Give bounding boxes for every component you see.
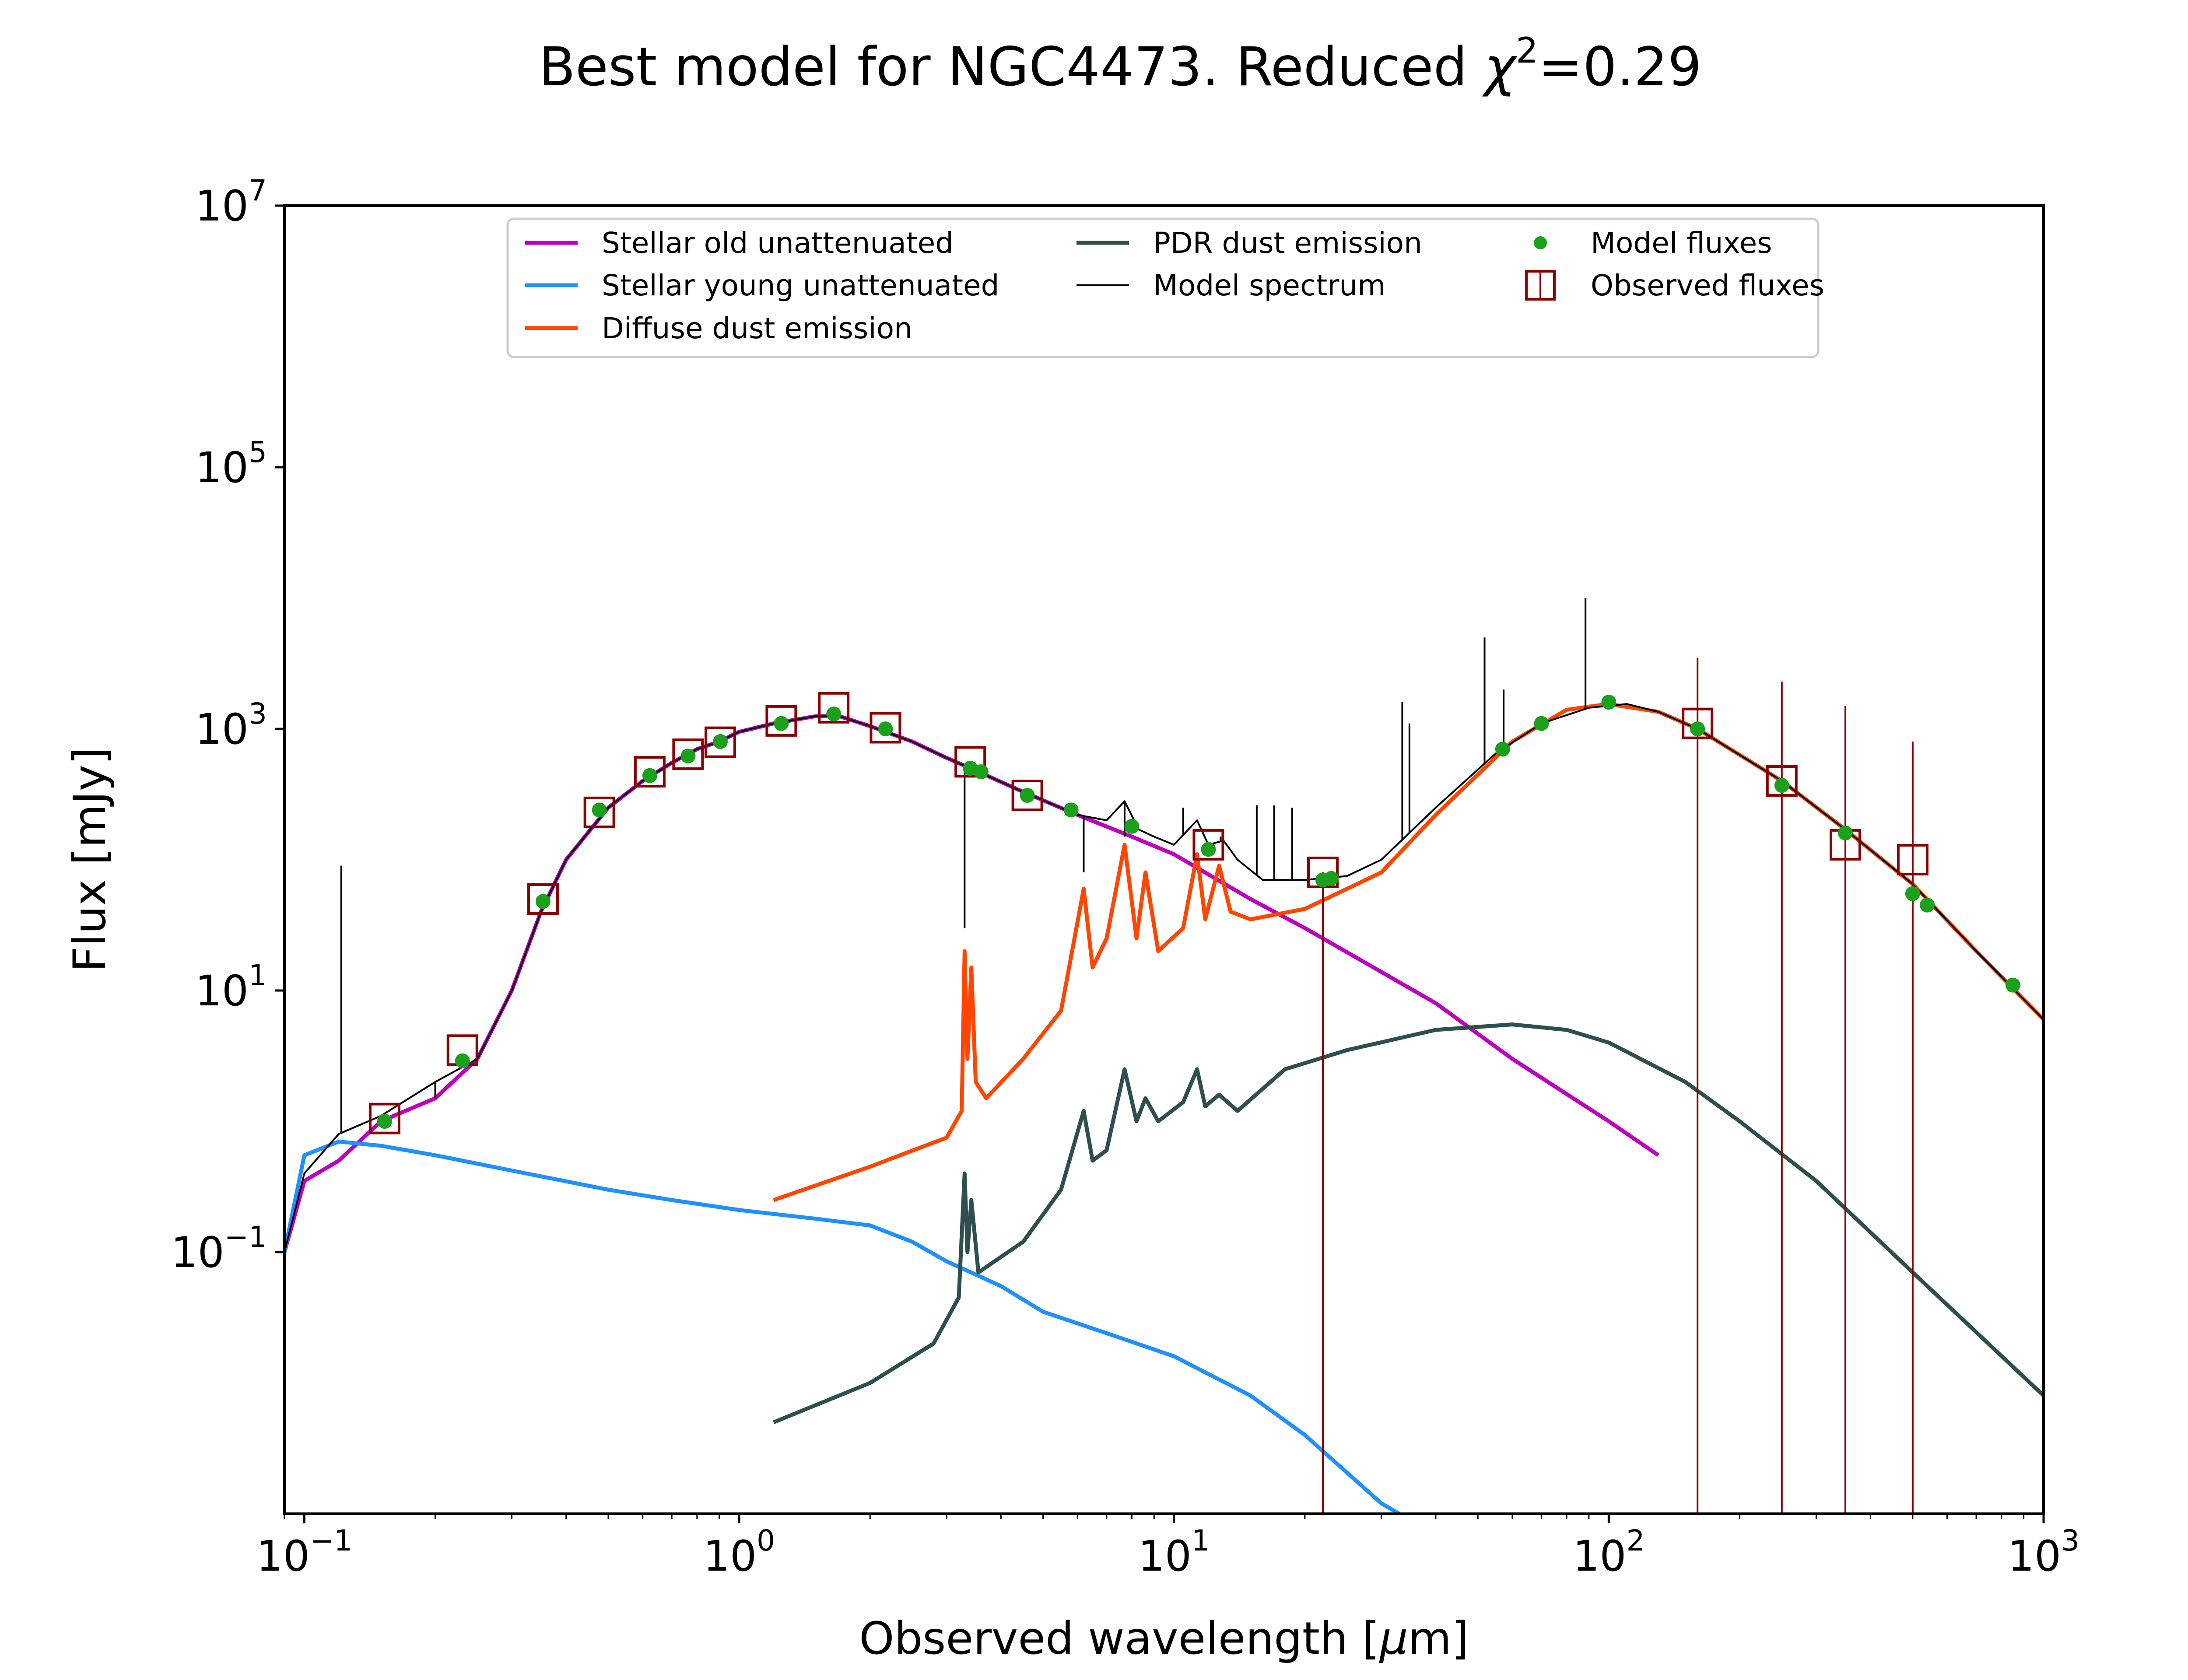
x-tick-label: 102 xyxy=(1573,1524,1645,1581)
x-tick-label: 101 xyxy=(1138,1524,1210,1581)
observed-flux-marker-8 xyxy=(818,692,850,724)
model-flux-point-4 xyxy=(642,768,657,783)
model-flux-point-20 xyxy=(1601,694,1616,710)
model-flux-point-0 xyxy=(377,1114,392,1129)
legend-entry-pdr-dust-emission: PDR dust emission xyxy=(1076,226,1422,260)
legend-entry-stellar-old-unattenuated: Stellar old unattenuated xyxy=(525,226,954,260)
observed-flux-marker-0 xyxy=(368,1102,400,1134)
y-axis-ticks: 10−1 101 103 105 107 xyxy=(171,174,284,1277)
model-flux-point-18 xyxy=(1495,742,1510,757)
series-line-stellar-young-unattenuated xyxy=(284,1139,1401,1514)
legend-entry-model-spectrum: Model spectrum xyxy=(1076,269,1385,302)
legend-entry-observed-fluxes: Observed fluxes xyxy=(1525,269,1824,302)
observed-flux-marker-6 xyxy=(705,726,736,758)
x-tick-label: 100 xyxy=(703,1524,775,1581)
plot-frame xyxy=(283,204,2045,1515)
observed-flux-marker-7 xyxy=(765,705,797,737)
model-flux-point-17 xyxy=(1324,871,1339,886)
series-line-model-spectrum xyxy=(284,703,2044,1253)
legend-label-stellar-old-unattenuated: Stellar old unattenuated xyxy=(602,226,954,260)
y-tick-label: 10−1 xyxy=(171,1220,267,1277)
model-flux-point-2 xyxy=(535,894,551,909)
observed-flux-marker-15 xyxy=(1766,765,1798,797)
model-flux-point-21 xyxy=(1690,721,1705,736)
model-flux-point-23 xyxy=(1837,825,1853,840)
model-flux-point-26 xyxy=(2005,977,2020,993)
y-tick-label: 101 xyxy=(195,959,267,1015)
model-flux-point-24 xyxy=(1905,886,1920,901)
model-flux-point-13 xyxy=(1063,802,1079,818)
legend-label-diffuse-dust-emission: Diffuse dust emission xyxy=(602,312,912,345)
x-axis-label: Observed wavelength [μm] xyxy=(859,1613,1469,1665)
legend-label-pdr-dust-emission: PDR dust emission xyxy=(1153,226,1422,260)
legend-entry-diffuse-dust-emission: Diffuse dust emission xyxy=(525,312,912,345)
y-tick-label: 103 xyxy=(195,697,267,754)
observed-flux-marker-12 xyxy=(1192,829,1224,861)
legend: Stellar old unattenuated Stellar young un… xyxy=(506,217,1824,358)
chart-title: Best model for NGC4473. Reduced χ2=0.29 xyxy=(539,30,1702,98)
legend-entry-stellar-young-unattenuated: Stellar young unattenuated xyxy=(525,269,999,302)
x-tick-label: 10−1 xyxy=(256,1524,352,1581)
model-flux-point-11 xyxy=(973,764,989,780)
observed-flux-marker-2 xyxy=(527,883,559,915)
x-axis-ticks: 10−1 100 101 102 103 xyxy=(256,1514,2079,1581)
model-flux-point-25 xyxy=(1920,897,1935,913)
y-tick-label: 107 xyxy=(195,174,267,231)
model-flux-point-15 xyxy=(1201,842,1216,857)
observed-flux-marker-9 xyxy=(870,712,901,744)
series-line-pdr-dust-emission xyxy=(773,1022,2044,1424)
model-flux-point-12 xyxy=(1020,788,1035,803)
legend-entry-model-fluxes: Model fluxes xyxy=(1534,226,1772,260)
legend-swatch-model-fluxes xyxy=(1534,236,1547,249)
model-flux-point-1 xyxy=(455,1053,470,1068)
model-flux-point-5 xyxy=(680,749,696,764)
legend-frame xyxy=(506,217,1820,358)
legend-label-model-spectrum: Model spectrum xyxy=(1153,269,1385,302)
observed-flux-marker-11 xyxy=(1011,780,1043,812)
observed-flux-marker-17 xyxy=(1897,844,1929,875)
observed-flux-marker-14 xyxy=(1682,707,1714,739)
model-flux-point-6 xyxy=(713,734,728,749)
legend-label-model-fluxes: Model fluxes xyxy=(1591,226,1772,260)
model-flux-point-19 xyxy=(1534,716,1549,731)
observed-flux-marker-10 xyxy=(954,746,986,778)
model-flux-point-8 xyxy=(826,706,842,721)
model-flux-point-22 xyxy=(1774,778,1789,793)
legend-label-stellar-young-unattenuated: Stellar young unattenuated xyxy=(602,269,999,302)
y-tick-label: 105 xyxy=(195,435,267,492)
y-axis-label: Flux [mJy] xyxy=(64,747,116,972)
model-flux-point-7 xyxy=(774,716,789,731)
observed-flux-marker-4 xyxy=(634,756,666,788)
x-tick-label: 103 xyxy=(2008,1524,2079,1581)
observed-flux-marker-5 xyxy=(672,738,704,770)
model-flux-point-14 xyxy=(1124,819,1140,834)
model-flux-point-3 xyxy=(592,802,607,818)
observed-flux-marker-3 xyxy=(583,796,615,828)
legend-label-observed-fluxes: Observed fluxes xyxy=(1591,269,1824,302)
model-flux-point-9 xyxy=(878,721,893,736)
marker-layer xyxy=(368,658,2020,1514)
